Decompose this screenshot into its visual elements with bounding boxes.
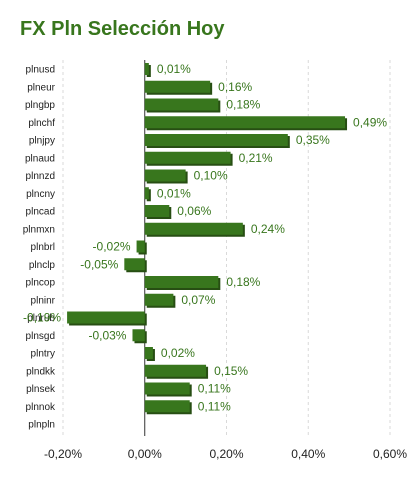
bar bbox=[144, 169, 186, 182]
value-label: 0,10% bbox=[194, 169, 228, 183]
bar bbox=[67, 311, 145, 324]
value-label: 0,01% bbox=[157, 186, 191, 200]
value-label: 0,16% bbox=[218, 80, 252, 94]
bar bbox=[144, 276, 219, 288]
x-tick-label: 0,60% bbox=[373, 447, 407, 461]
category-label: plngbp bbox=[25, 100, 55, 111]
value-label: 0,35% bbox=[296, 133, 330, 147]
category-label: plnjpy bbox=[29, 136, 55, 147]
category-label: plnclp bbox=[29, 260, 56, 271]
bar bbox=[144, 134, 288, 146]
value-label: 0,49% bbox=[353, 115, 387, 129]
value-label: 0,01% bbox=[157, 62, 191, 76]
value-label: 0,18% bbox=[226, 98, 260, 112]
bars bbox=[67, 63, 348, 415]
value-label: 0,06% bbox=[177, 204, 211, 218]
chart-title: FX Pln Selección Hoy bbox=[20, 18, 225, 40]
bar bbox=[136, 240, 145, 253]
bar bbox=[144, 116, 346, 129]
category-label: plntry bbox=[31, 349, 55, 360]
bar bbox=[144, 80, 211, 93]
category-label: plnsgd bbox=[26, 331, 55, 342]
value-label: 0,18% bbox=[226, 275, 260, 289]
value-label: 0,24% bbox=[251, 222, 285, 236]
category-label: plninr bbox=[31, 295, 56, 306]
category-label: plnchf bbox=[28, 118, 55, 129]
value-label: 0,07% bbox=[181, 293, 215, 307]
category-label: plnsek bbox=[26, 384, 56, 395]
value-label: -0,19% bbox=[23, 311, 61, 325]
bar bbox=[144, 151, 231, 164]
category-label: plnmxn bbox=[23, 224, 55, 235]
value-label: 0,02% bbox=[161, 346, 195, 360]
bar bbox=[144, 382, 190, 395]
bar bbox=[144, 222, 243, 235]
value-label: -0,02% bbox=[93, 240, 131, 254]
category-label: plnpln bbox=[28, 420, 55, 431]
category-label: plnaud bbox=[25, 153, 55, 164]
value-label: -0,03% bbox=[88, 328, 126, 342]
category-label: plnnok bbox=[26, 402, 56, 413]
bar bbox=[124, 258, 145, 271]
bar bbox=[144, 187, 149, 200]
bar bbox=[144, 63, 149, 75]
bar bbox=[144, 347, 153, 359]
x-tick-label: -0,20% bbox=[44, 447, 82, 461]
labels: -0,20% 0,00% 0,20% 0,40% 0,60% plnusd 0,01% pln… bbox=[23, 62, 408, 461]
bar bbox=[144, 98, 219, 111]
bar bbox=[144, 205, 170, 217]
category-label: plncny bbox=[26, 189, 55, 200]
value-label: 0,15% bbox=[214, 364, 248, 378]
bar bbox=[144, 400, 190, 413]
x-tick-label: 0,40% bbox=[291, 447, 325, 461]
bar bbox=[144, 364, 207, 377]
x-tick-label: 0,00% bbox=[128, 447, 162, 461]
category-label: plnbrl bbox=[31, 242, 55, 253]
category-label: plnnzd bbox=[26, 171, 55, 182]
value-label: 0,21% bbox=[239, 151, 273, 165]
category-label: plncad bbox=[26, 207, 55, 218]
category-label: plndkk bbox=[26, 366, 56, 377]
bar bbox=[132, 329, 145, 342]
bar bbox=[144, 293, 174, 306]
value-label: 0,11% bbox=[198, 399, 231, 413]
value-label: -0,05% bbox=[80, 257, 118, 271]
value-label: 0,11% bbox=[198, 382, 231, 396]
category-label: plnusd bbox=[26, 65, 55, 76]
category-label: plncop bbox=[26, 278, 56, 289]
category-label: plnrub bbox=[27, 313, 55, 324]
category-label: plneur bbox=[27, 82, 55, 93]
x-tick-label: 0,20% bbox=[209, 447, 243, 461]
